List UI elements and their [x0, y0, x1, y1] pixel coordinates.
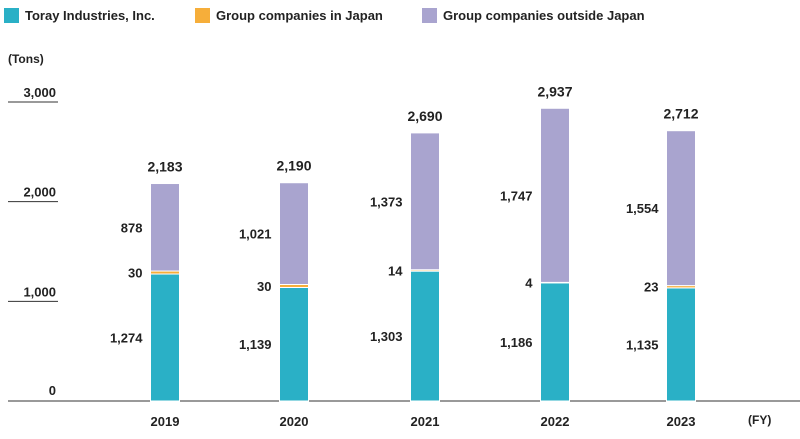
data-label-total: 2,937 — [537, 83, 572, 99]
y-tick-label: 3,000 — [23, 85, 56, 100]
data-label-toray: 1,139 — [239, 337, 272, 352]
bar-segment — [540, 282, 570, 402]
legend-item-group-outside: Group companies outside Japan — [422, 8, 645, 23]
data-label-group-outside: 878 — [121, 220, 143, 235]
legend-label-group-japan: Group companies in Japan — [216, 8, 383, 23]
bar-segment — [410, 270, 440, 402]
data-label-group-japan: 23 — [644, 280, 658, 295]
x-tick-label: 2020 — [280, 414, 309, 429]
x-tick-label: 2021 — [411, 414, 440, 429]
data-label-group-japan: 4 — [525, 276, 533, 291]
legend-label-group-outside: Group companies outside Japan — [443, 8, 645, 23]
data-label-toray: 1,135 — [626, 337, 659, 352]
bar-segment — [279, 182, 309, 285]
legend: Toray Industries, Inc. Group companies i… — [4, 8, 794, 26]
bar-segment — [666, 130, 696, 287]
bar-segment — [410, 132, 440, 271]
x-tick-label: 2022 — [541, 414, 570, 429]
bar-segment — [279, 286, 309, 402]
data-label-group-japan: 30 — [257, 279, 271, 294]
data-label-group-outside: 1,373 — [370, 194, 403, 209]
data-label-group-outside: 1,021 — [239, 227, 272, 242]
data-label-group-outside: 1,554 — [626, 201, 659, 216]
y-axis-unit-label: (Tons) — [8, 52, 44, 66]
y-tick-label: 0 — [49, 383, 56, 398]
data-label-group-japan: 14 — [388, 263, 403, 278]
x-tick-label: 2019 — [151, 414, 180, 429]
data-label-toray: 1,274 — [110, 331, 143, 346]
legend-label-toray: Toray Industries, Inc. — [25, 8, 155, 23]
data-label-total: 2,690 — [407, 108, 442, 124]
y-tick-label: 1,000 — [23, 284, 56, 299]
legend-swatch-group-outside — [422, 8, 437, 23]
bar-segment — [540, 107, 570, 283]
bar-segment — [150, 183, 180, 272]
legend-item-group-japan: Group companies in Japan — [195, 8, 383, 23]
x-tick-label: 2023 — [667, 414, 696, 429]
legend-swatch-toray — [4, 8, 19, 23]
bar-segment — [666, 287, 696, 402]
data-label-total: 2,190 — [276, 158, 311, 174]
legend-swatch-group-japan — [195, 8, 210, 23]
x-axis-unit-label: (FY) — [748, 413, 772, 427]
data-label-toray: 1,303 — [370, 329, 403, 344]
y-tick-label: 2,000 — [23, 185, 56, 200]
data-label-group-japan: 30 — [128, 266, 142, 281]
data-label-toray: 1,186 — [500, 335, 533, 350]
data-label-total: 2,712 — [663, 106, 698, 122]
bar-segment — [150, 273, 180, 402]
data-label-total: 2,183 — [147, 158, 182, 174]
data-label-group-outside: 1,747 — [500, 188, 533, 203]
legend-item-toray: Toray Industries, Inc. — [4, 8, 155, 23]
